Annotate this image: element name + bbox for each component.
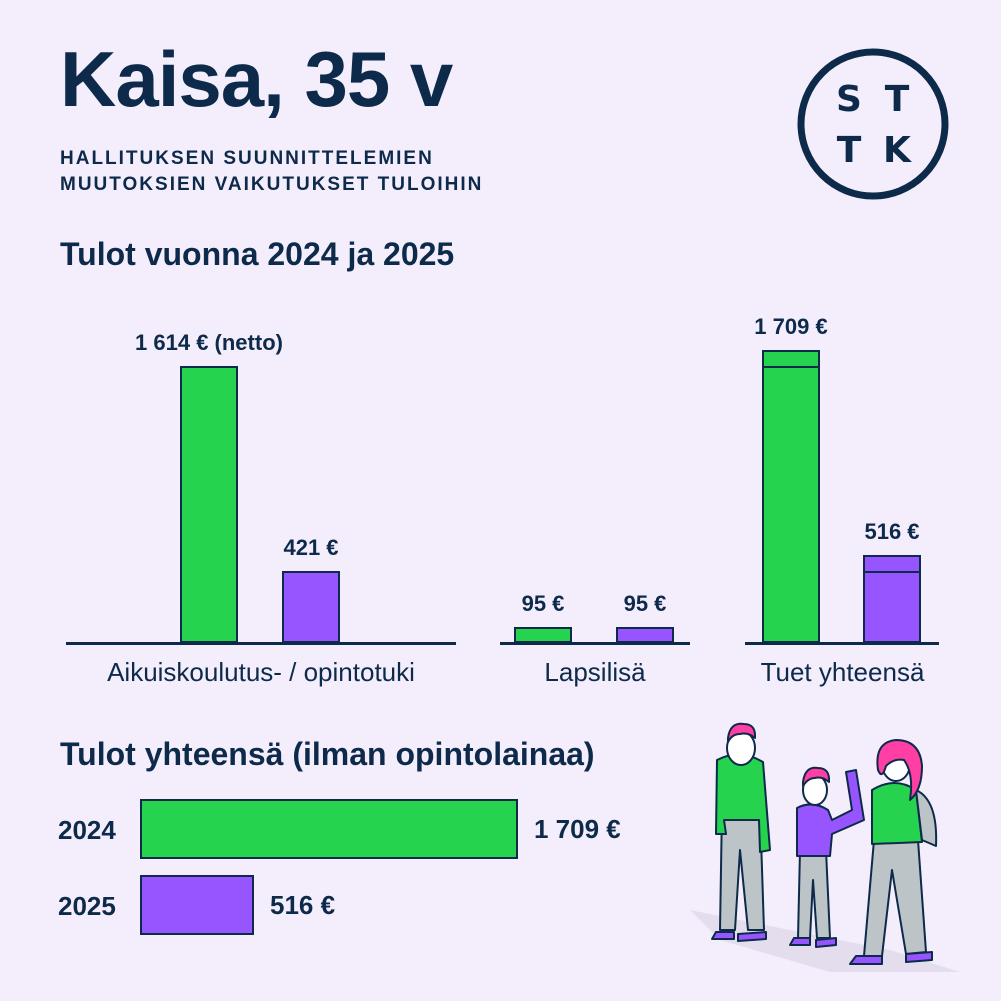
subtitle-line-2: MUUTOKSIEN VAIKUTUKSET TULOIHIN — [60, 174, 484, 195]
bar-label-lapsilisa-2025: 95 € — [623, 591, 667, 616]
baseline-group-3 — [745, 642, 939, 645]
logo-letter-t2: T — [837, 130, 862, 171]
bar-segment-divider-2025 — [865, 571, 919, 573]
category-label-aikuiskoulutus: Aikuiskoulutus- / opintotuki — [107, 657, 415, 687]
baseline-group-2 — [500, 642, 690, 645]
bar-tuet-yhteensa-2024 — [762, 350, 820, 643]
family-illustration — [690, 722, 960, 972]
sttk-logo: S T T K — [797, 48, 949, 200]
subtitle-line-1: HALLITUKSEN SUUNNITTELEMIEN — [60, 148, 434, 169]
bar-lapsilisa-2024 — [514, 627, 572, 643]
chart-title-total-income: Tulot yhteensä (ilman opintolainaa) — [60, 736, 595, 772]
bar-label-aikuiskoulutus-2025: 421 € — [283, 535, 339, 560]
category-label-lapsilisa: Lapsilisä — [544, 657, 646, 687]
logo-letter-k: K — [883, 130, 912, 171]
logo-letter-s: S — [836, 79, 862, 120]
page-title: Kaisa, 35 v — [60, 35, 453, 123]
baseline-group-1 — [66, 642, 456, 645]
bar-aikuiskoulutus-2024 — [180, 366, 238, 643]
year-label-2025: 2025 — [58, 891, 116, 921]
child-figure — [789, 766, 865, 948]
hbar-2024 — [140, 799, 518, 859]
hbar-label-2024: 1 709 € — [534, 814, 621, 844]
bar-label-aikuiskoulutus-2024: 1 614 € (netto) — [135, 330, 283, 355]
bar-label-tuet-yhteensa-2024: 1 709 € — [754, 314, 828, 339]
bar-tuet-yhteensa-2025 — [863, 555, 921, 643]
logo-letter-t1: T — [885, 79, 910, 120]
hbar-label-2025: 516 € — [270, 890, 336, 920]
bar-label-tuet-yhteensa-2025: 516 € — [864, 519, 920, 544]
bar-lapsilisa-2025 — [616, 627, 674, 643]
page-subtitle: HALLITUKSEN SUUNNITTELEMIEN MUUTOKSIEN V… — [60, 146, 483, 198]
hbar-2025 — [140, 875, 254, 935]
chart-title-income: Tulot vuonna 2024 ja 2025 — [60, 236, 455, 272]
bar-aikuiskoulutus-2025 — [282, 571, 340, 643]
year-label-2024: 2024 — [58, 815, 116, 845]
man-figure — [711, 722, 771, 942]
bar-label-lapsilisa-2024: 95 € — [521, 591, 565, 616]
bar-segment-divider-2024 — [764, 366, 818, 368]
woman-figure — [849, 739, 938, 965]
category-label-tuet-yhteensa: Tuet yhteensä — [760, 657, 925, 687]
